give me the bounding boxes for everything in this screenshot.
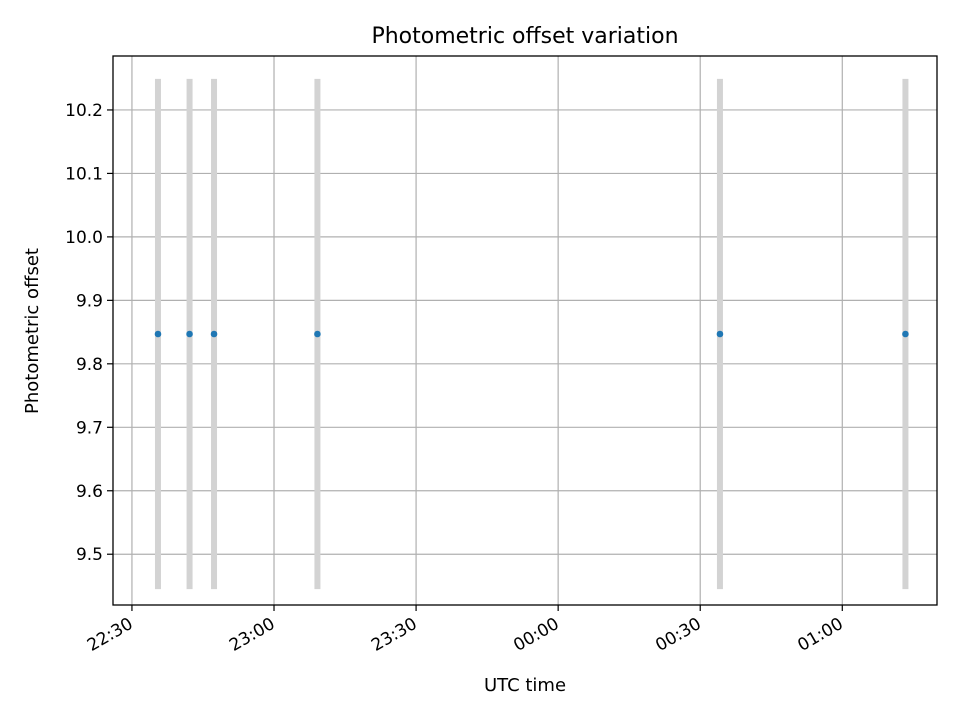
data-point xyxy=(902,330,909,338)
y-tick-label: 9.8 xyxy=(76,355,103,375)
data-points xyxy=(154,330,909,338)
y-tick-label: 10.2 xyxy=(65,101,103,121)
y-tick-label: 9.6 xyxy=(76,482,103,502)
data-point xyxy=(716,330,724,338)
x-axis-label: UTC time xyxy=(484,675,566,696)
data-point xyxy=(154,330,162,338)
y-tick-label: 10.1 xyxy=(65,164,103,184)
y-tick-label: 9.5 xyxy=(76,545,103,565)
y-tick-label: 10.0 xyxy=(65,228,103,248)
y-axis-label: Photometric offset xyxy=(22,248,43,414)
plot-frame xyxy=(112,55,938,606)
y-tick-label: 9.7 xyxy=(76,418,103,438)
y-axis: 9.5 9.6 9.7 9.8 9.9 10.0 10.1 10.2 xyxy=(65,101,113,565)
data-point xyxy=(186,330,193,338)
chart-title: Photometric offset variation xyxy=(371,24,678,49)
y-tick-label: 9.9 xyxy=(76,291,103,311)
data-point xyxy=(314,330,321,338)
grid xyxy=(113,56,937,605)
data-point xyxy=(210,330,218,338)
